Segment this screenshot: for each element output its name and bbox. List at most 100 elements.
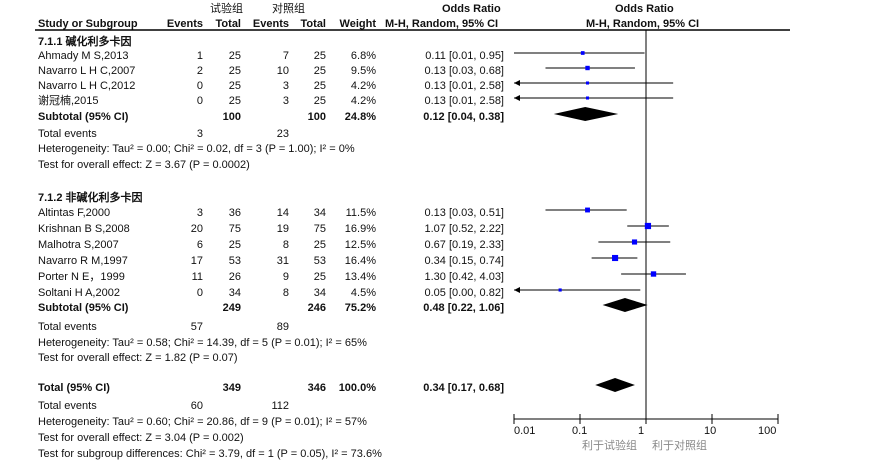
weight-cell: 100.0% xyxy=(338,382,376,394)
events1-cell: 1 xyxy=(196,50,203,62)
events1-cell: 11 xyxy=(191,271,203,283)
total2-cell: 25 xyxy=(313,80,326,92)
total2-cell: 25 xyxy=(313,65,326,77)
subgroup-differences-text: Test for subgroup differences: Chi² = 3.… xyxy=(38,448,382,460)
or-ci-cell: 0.34 [0.15, 0.74] xyxy=(424,255,504,267)
study-column-header: Study or Subgroup xyxy=(38,18,138,30)
total1-cell: 75 xyxy=(228,223,241,235)
total2-header: Total xyxy=(300,18,326,30)
ci-arrow-left xyxy=(514,95,520,101)
or-title: Odds Ratio xyxy=(442,3,501,15)
events1-cell: 2 xyxy=(196,65,203,77)
events2-cell: 3 xyxy=(282,95,289,107)
or-ci-cell: 0.11 [0.01, 0.95] xyxy=(425,50,504,62)
favours-right-label: 利于对照组 xyxy=(652,440,707,452)
x-tick-label: 0.01 xyxy=(514,425,536,437)
or-ci-cell: 0.13 [0.03, 0.51] xyxy=(424,207,504,219)
total-events2: 112 xyxy=(271,400,289,412)
total1-cell: 25 xyxy=(228,50,241,62)
total-events1: 57 xyxy=(190,321,203,333)
overall-effect-text: Test for overall effect: Z = 1.82 (P = 0… xyxy=(38,352,238,364)
ci-arrow-left xyxy=(514,80,520,86)
effect-marker xyxy=(644,222,652,230)
events2-header: Events xyxy=(252,18,289,30)
total1-cell: 25 xyxy=(228,80,241,92)
or-ci-cell: 1.07 [0.52, 2.22] xyxy=(424,223,504,235)
weight-cell: 24.8% xyxy=(344,111,376,123)
total1-cell: 36 xyxy=(228,207,241,219)
weight-cell: 4.2% xyxy=(350,95,376,107)
overall-effect-text: Test for overall effect: Z = 3.04 (P = 0… xyxy=(38,432,244,444)
subgroup-heading: 7.1.2 非碱化利多卡因 xyxy=(38,192,143,204)
effect-marker xyxy=(585,96,590,100)
heterogeneity-text: Heterogeneity: Tau² = 0.60; Chi² = 20.86… xyxy=(38,416,367,428)
study-name: Malhotra S,2007 xyxy=(38,239,119,251)
total1-cell: 25 xyxy=(228,239,241,251)
weight-cell: 16.4% xyxy=(344,255,376,267)
x-tick-label: 1 xyxy=(638,425,645,437)
total1-cell: 25 xyxy=(228,65,241,77)
total1-cell: 100 xyxy=(222,111,241,123)
total1-cell: 34 xyxy=(228,287,241,299)
study-name: Porter N E，1999 xyxy=(38,271,125,283)
events1-cell: 0 xyxy=(196,95,203,107)
events2-cell: 10 xyxy=(276,65,289,77)
events2-cell: 8 xyxy=(282,287,289,299)
pooled-diamond xyxy=(595,378,635,392)
x-tick-label: 100 xyxy=(758,425,777,437)
total-events2: 89 xyxy=(276,321,289,333)
ci-arrow-left xyxy=(514,287,520,293)
or-ci-cell: 0.13 [0.03, 0.68] xyxy=(424,65,504,77)
study-name: Navarro L H C,2012 xyxy=(38,80,136,92)
events1-cell: 3 xyxy=(196,207,203,219)
effect-marker xyxy=(631,239,638,245)
effect-marker xyxy=(585,81,590,85)
subtotal-label: Subtotal (95% CI) xyxy=(38,302,129,314)
total2-cell: 34 xyxy=(313,207,326,219)
pooled-diamond xyxy=(553,107,619,121)
study-name: Ahmady M S,2013 xyxy=(38,50,129,62)
effect-marker xyxy=(585,65,590,71)
effect-marker xyxy=(612,254,619,262)
total-events1: 60 xyxy=(190,400,203,412)
total-events2: 23 xyxy=(276,128,289,140)
events1-cell: 0 xyxy=(196,287,203,299)
weight-cell: 12.5% xyxy=(344,239,376,251)
events2-cell: 7 xyxy=(282,50,289,62)
total1-cell: 249 xyxy=(222,302,241,314)
or-ci-cell: 0.48 [0.22, 1.06] xyxy=(423,302,504,314)
weight-cell: 4.5% xyxy=(350,287,376,299)
weight-cell: 16.9% xyxy=(344,223,376,235)
or-ci-cell: 0.05 [0.00, 0.82] xyxy=(424,287,504,299)
total-events-label: Total events xyxy=(38,128,97,140)
or-ci-cell: 0.13 [0.01, 2.58] xyxy=(424,95,504,107)
heterogeneity-text: Heterogeneity: Tau² = 0.58; Chi² = 14.39… xyxy=(38,337,367,349)
weight-cell: 9.5% xyxy=(350,65,376,77)
x-tick-label: 0.1 xyxy=(572,425,588,437)
subgroup-heading: 7.1.1 碱化利多卡因 xyxy=(38,36,132,48)
or-ci-cell: 0.67 [0.19, 2.33] xyxy=(424,239,504,251)
effect-marker xyxy=(650,271,657,277)
total1-cell: 25 xyxy=(228,95,241,107)
study-name: Soltani H A,2002 xyxy=(38,287,120,299)
weight-cell: 4.2% xyxy=(350,80,376,92)
total2-cell: 346 xyxy=(307,382,326,394)
overall-effect-text: Test for overall effect: Z = 3.67 (P = 0… xyxy=(38,159,250,171)
total1-cell: 26 xyxy=(228,271,241,283)
study-name: Krishnan B S,2008 xyxy=(38,223,130,235)
weight-cell: 11.5% xyxy=(345,207,376,219)
weight-cell: 6.8% xyxy=(350,50,376,62)
pooled-diamond xyxy=(602,298,648,312)
events1-cell: 17 xyxy=(190,255,203,267)
total2-cell: 75 xyxy=(313,223,326,235)
effect-marker xyxy=(558,288,562,292)
effect-marker xyxy=(580,51,585,55)
subtotal-label: Subtotal (95% CI) xyxy=(38,111,129,123)
events1-header: Events xyxy=(166,18,203,30)
weight-cell: 75.2% xyxy=(344,302,376,314)
or-ci-cell: 0.13 [0.01, 2.58] xyxy=(424,80,504,92)
effect-marker xyxy=(585,207,590,213)
study-name: Navarro L H C,2007 xyxy=(38,65,136,77)
